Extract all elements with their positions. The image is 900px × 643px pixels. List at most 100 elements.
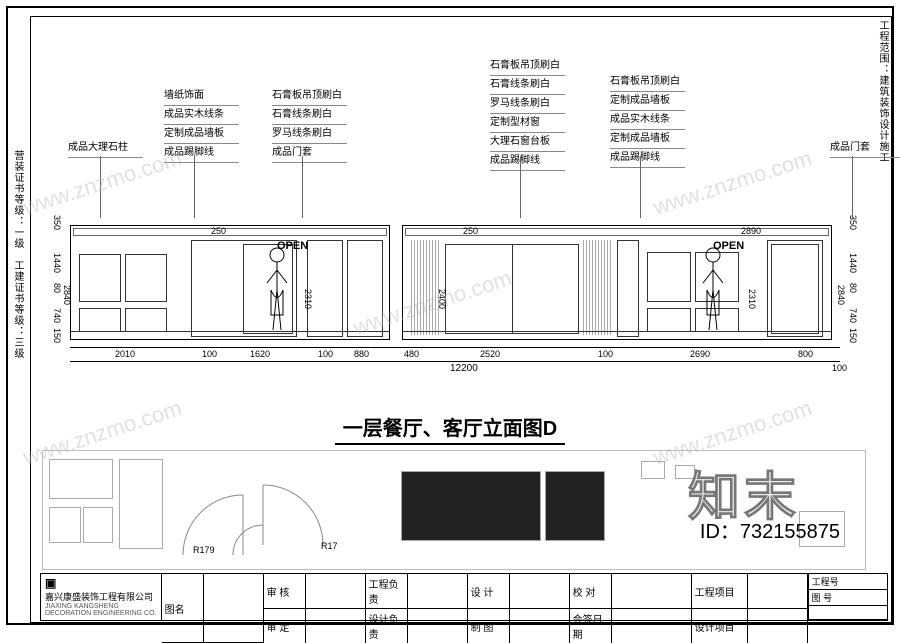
plan-elem — [83, 507, 113, 543]
annotation-label: 成品实木线条 — [164, 107, 239, 125]
tb-cell — [408, 574, 468, 609]
wall-panel — [125, 254, 167, 302]
plan-elem — [641, 461, 665, 479]
door-leaf — [771, 244, 819, 334]
annotation-label: 定制成品墙板 — [164, 126, 239, 144]
wainscot — [403, 331, 831, 335]
company-name: 嘉兴康盛装饰工程有限公司 — [45, 590, 157, 603]
dim-label: 480 — [404, 349, 419, 359]
annotation-label: 罗马线条刷白 — [490, 96, 565, 114]
tb-cell: 设计负责 — [366, 609, 408, 643]
leader-line — [640, 156, 641, 218]
plan-drawing: R179 R17 — [42, 450, 866, 570]
annotation-label: 定制成品墙板 — [610, 93, 685, 111]
tb-cell — [510, 609, 570, 643]
leader-line — [100, 156, 101, 218]
annotation-label: 墙纸饰面 — [164, 88, 239, 106]
tb-cell — [748, 609, 808, 643]
title-block-grid: 审 核 工程负责 设 计 校 对 工程项目 图名 审 定 设计负责 制 图 会签… — [162, 574, 808, 620]
tb-cell — [408, 609, 468, 643]
annotation-label: 成品踢脚线 — [164, 145, 239, 163]
dim-label: 12200 — [450, 363, 478, 374]
tb-cell — [510, 574, 570, 609]
wall-panel — [647, 308, 691, 332]
wall-panel — [79, 308, 121, 332]
elevation-drawing: 250 OPEN 2310 2890 250 2400 — [50, 215, 860, 365]
annotation-label: 定制成品墙板 — [610, 131, 685, 149]
dim-label: 100 — [318, 349, 333, 359]
dim-label: 740 — [52, 308, 62, 323]
tb-cell — [748, 574, 808, 609]
dim-label: 100 — [202, 349, 217, 359]
tb-cell — [809, 606, 887, 620]
tb-cell: 工程负责 — [366, 574, 408, 609]
door-right-panel — [347, 240, 383, 337]
annotation-label: 成品大理石柱 — [68, 140, 143, 158]
drawing-title-text: 一层餐厅、客厅立面图D — [335, 412, 565, 445]
dim-label: 1440 — [52, 253, 62, 273]
wall-panels-left-low — [79, 308, 167, 332]
tb-cell: 会签日期 — [570, 609, 612, 643]
tb-cell — [306, 609, 366, 643]
dim-line — [70, 347, 840, 348]
tb-cell: 设 计 — [468, 574, 510, 609]
annotation-label: 成品门套 — [272, 145, 347, 163]
annotation-label: 成品踢脚线 — [490, 153, 565, 171]
dim-label: 2690 — [690, 349, 710, 359]
plan-elem — [49, 459, 113, 499]
plan-elem — [675, 465, 695, 479]
annotation-label: 罗马线条刷白 — [272, 126, 347, 144]
annotation-label: 石膏线条刷白 — [272, 107, 347, 125]
annotation-label: 石膏板吊顶刷白 — [272, 88, 347, 106]
dim-label: 1620 — [250, 349, 270, 359]
tb-cell: 审 定 — [264, 609, 306, 643]
annotation-label: 成品门套 — [830, 140, 900, 158]
dim-label: 80 — [848, 283, 858, 293]
dim-label: 2310 — [303, 289, 313, 309]
dim-label: 2840 — [62, 285, 72, 305]
open-label: OPEN — [713, 240, 744, 252]
dim-label: 2010 — [115, 349, 135, 359]
dim-label: 150 — [848, 328, 858, 343]
tb-cell — [612, 609, 692, 643]
tb-cell: 工程项目 — [692, 574, 748, 609]
dim-label: 100 — [832, 363, 847, 373]
leader-line — [194, 156, 195, 218]
drawing-title: 一层餐厅、客厅立面图D — [200, 412, 700, 445]
dim-label: 100 — [598, 349, 613, 359]
wall-panel — [647, 252, 691, 302]
wall-panel — [125, 308, 167, 332]
tb-cell — [612, 574, 692, 609]
wall-panel — [79, 254, 121, 302]
tb-cell — [306, 574, 366, 609]
curtain-right — [583, 240, 611, 335]
title-block: ▣ 嘉兴康盛装饰工程有限公司 JIAXING KANGSHENG DECORAT… — [40, 573, 888, 621]
dim-label: 350 — [848, 215, 858, 230]
tb-cell: 图 号 — [809, 590, 887, 606]
dim-label: 1440 — [848, 253, 858, 273]
dim-label: 2520 — [480, 349, 500, 359]
dim-label: 150 — [52, 328, 62, 343]
curtain-left — [411, 240, 439, 335]
company-sub: JIAXING KANGSHENG DECORATION ENGINEERING… — [45, 603, 157, 617]
column-mid — [617, 240, 639, 337]
left-border-text: 营装证书等级：一级 工建证书等级：三级 — [10, 150, 25, 359]
ceiling-crown — [73, 228, 387, 236]
title-block-right: 工程号 图 号 — [808, 574, 887, 620]
dim-label: 2840 — [836, 285, 846, 305]
plan-elem — [401, 471, 541, 541]
dim-label: 2400 — [437, 289, 447, 309]
annotation-label: 石膏板吊顶刷白 — [490, 58, 565, 76]
tb-cell: 工程号 — [809, 574, 887, 590]
wall-panels-left — [79, 254, 167, 302]
dim-label: 740 — [848, 308, 858, 323]
radius-label: R179 — [193, 545, 215, 555]
dim-label: 350 — [52, 215, 62, 230]
tb-cell — [204, 574, 264, 643]
plan-elem — [119, 459, 163, 549]
annotation-label: 石膏线条刷白 — [490, 77, 565, 95]
leader-line — [520, 156, 521, 218]
dim-label: 880 — [354, 349, 369, 359]
dim-line-total — [70, 361, 840, 362]
watermark-id: ID：732155875 — [700, 515, 840, 544]
